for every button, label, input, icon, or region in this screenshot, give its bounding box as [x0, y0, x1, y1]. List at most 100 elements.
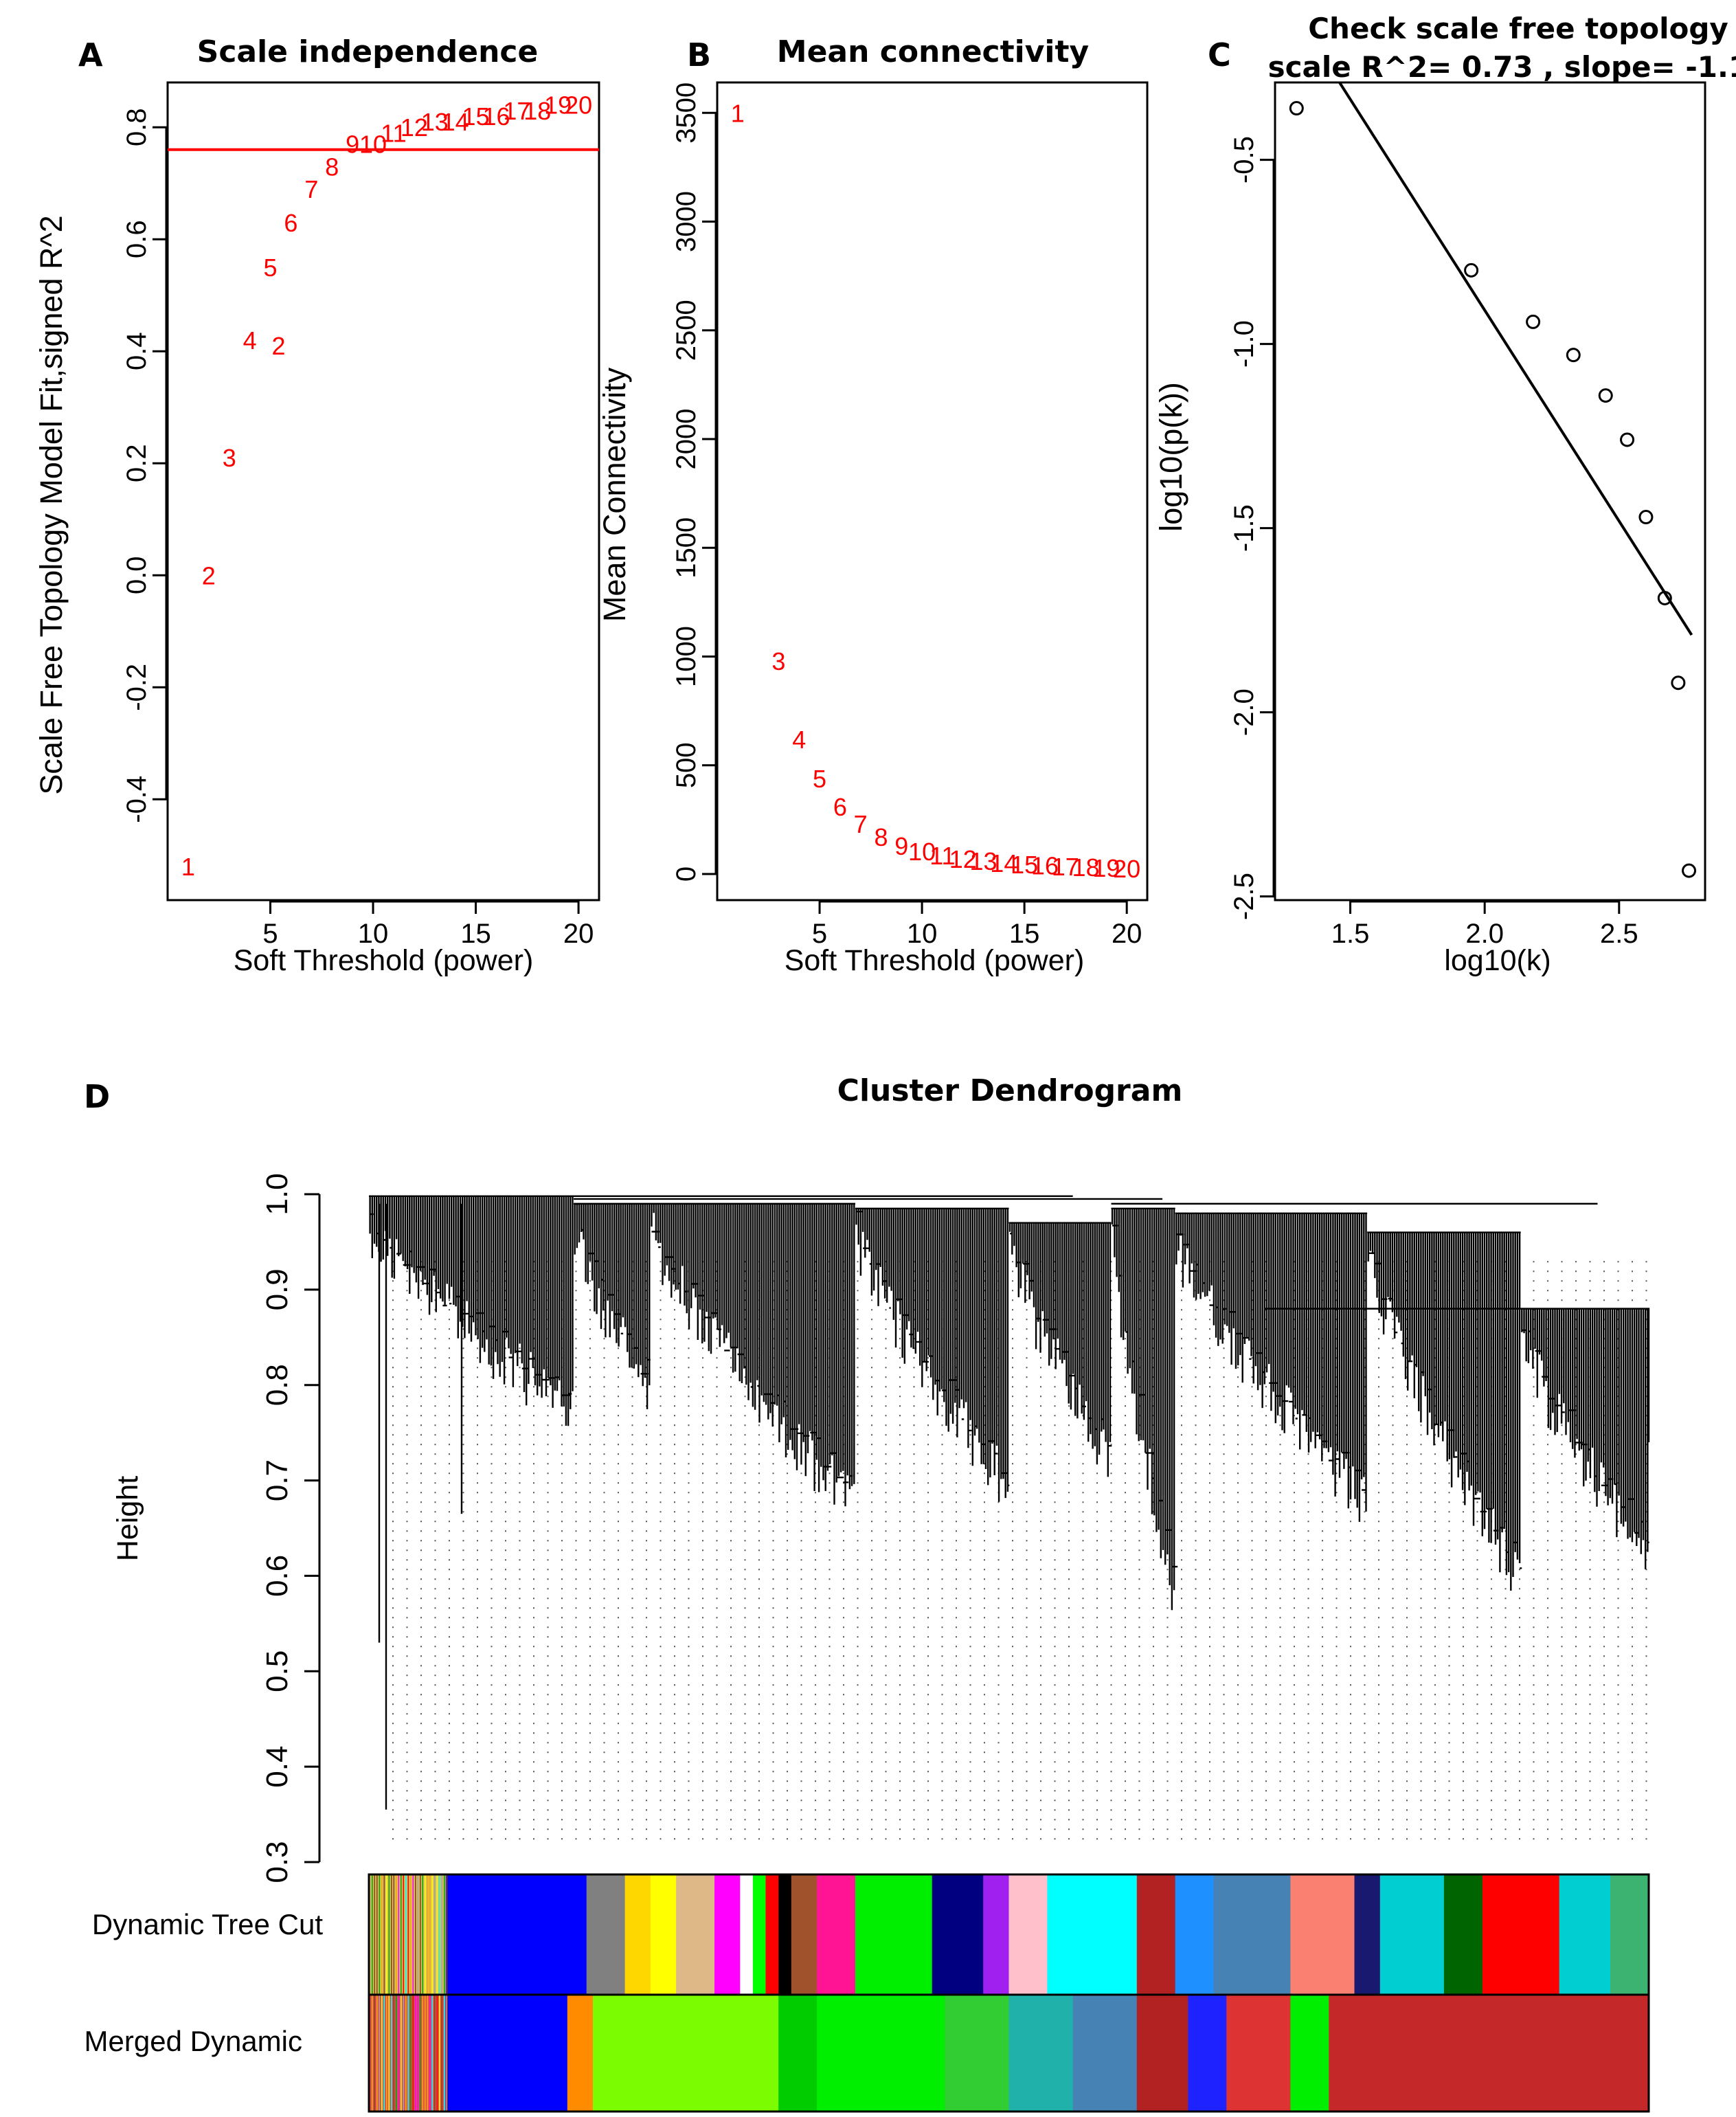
module-color-segment — [445, 1995, 568, 2112]
module-stripe — [407, 1995, 409, 2112]
merged-dynamic-frame — [368, 1993, 1650, 2113]
module-stripe — [376, 1874, 378, 1995]
module-stripe — [391, 1995, 392, 2112]
data-point-label: 20 — [1113, 855, 1140, 883]
data-point-label: 18 — [523, 97, 551, 125]
data-point-label: 6 — [284, 209, 297, 237]
panel-c-points — [1289, 101, 1697, 878]
module-stripe — [412, 1874, 414, 1995]
module-color-segment — [1559, 1874, 1611, 1995]
y-tick-label: -0.5 — [1229, 136, 1259, 183]
merged-dynamic-label: Merged Dynamic — [84, 2025, 302, 2057]
module-stripe — [425, 1874, 426, 1995]
data-point — [1682, 863, 1697, 878]
data-point-label: 15 — [1011, 851, 1038, 879]
x-tick-label: 10 — [907, 919, 938, 949]
module-color-segment — [932, 1874, 984, 1995]
data-point-label: 16 — [1031, 851, 1059, 880]
x-tick-label: 1.5 — [1331, 919, 1370, 949]
module-stripe — [446, 1995, 448, 2112]
module-stripe — [398, 1995, 400, 2112]
module-stripe — [379, 1995, 381, 2112]
module-color-segment — [1136, 1874, 1176, 1995]
module-color-segment — [1072, 1995, 1138, 2112]
data-point-label: 20 — [565, 91, 592, 120]
module-stripe — [386, 1874, 387, 1995]
module-stripe — [374, 1995, 376, 2112]
module-stripe — [441, 1995, 443, 2112]
module-stripe — [372, 1874, 373, 1995]
module-color-segment — [593, 1995, 779, 2112]
module-stripe — [372, 1995, 373, 2112]
module-color-segment — [567, 1995, 594, 2112]
module-color-segment — [1482, 1874, 1560, 1995]
panel-d: D Cluster Dendrogram Height 0.3 0.4 0.5 0.6… — [84, 1073, 1650, 2113]
data-point-label: 12 — [949, 845, 977, 873]
panel-c-x-label: log10(k) — [1444, 944, 1551, 977]
data-point-label: 15 — [462, 102, 490, 131]
x-tick-label: 10 — [358, 919, 389, 949]
dendrogram-branches — [369, 1195, 1650, 1810]
y-tick-label: -0.2 — [122, 664, 152, 711]
module-color-segment — [855, 1874, 933, 1995]
data-point-label: 17 — [1052, 853, 1079, 881]
data-point-label: 19 — [1092, 854, 1120, 882]
module-color-segment — [778, 1995, 818, 2112]
data-point — [1289, 101, 1304, 116]
module-color-segment — [1213, 1874, 1291, 1995]
panel-c-subtitle: scale R^2= 0.73 , slope= -1.16 — [1268, 50, 1736, 84]
data-point-label: 8 — [874, 823, 888, 851]
data-point-label: 2 — [271, 332, 285, 360]
x-tick-label: 15 — [1009, 919, 1040, 949]
data-point-label: 3 — [223, 444, 236, 472]
module-stripe — [444, 1874, 445, 1995]
data-point-label: 16 — [482, 102, 510, 131]
module-color-segment — [624, 1874, 651, 1995]
data-point-label: 5 — [813, 765, 826, 793]
module-stripe — [401, 1995, 402, 2112]
data-point-label: 1 — [731, 99, 745, 127]
module-stripe — [381, 1995, 383, 2112]
merged-dynamic-color-bar — [369, 1995, 1649, 2112]
data-point-label: 10 — [359, 131, 387, 159]
x-tick-label: 15 — [460, 919, 491, 949]
panel-b-plot-box — [716, 81, 1149, 901]
data-point-label: 8 — [325, 153, 339, 181]
module-color-segment — [1329, 1995, 1649, 2112]
panel-a-x-label: Soft Threshold (power) — [234, 944, 534, 977]
y-tick-label: -0.4 — [122, 776, 152, 823]
x-tick-label: 20 — [1112, 919, 1142, 949]
panel-c-y-axis: -2.5 -2.0 -1.5 -1.0 -0.5 — [1229, 136, 1275, 920]
data-point — [1657, 590, 1672, 605]
y-tick-label: -1.5 — [1229, 504, 1259, 552]
module-color-segment — [752, 1874, 767, 1995]
module-stripe — [376, 1995, 378, 2112]
data-point-label: 9 — [894, 832, 908, 860]
x-tick-label: 2.5 — [1600, 919, 1638, 949]
module-stripe — [431, 1874, 433, 1995]
module-stripe — [403, 1874, 405, 1995]
module-stripe — [403, 1995, 405, 2112]
dynamic-tree-cut-color-bar — [369, 1874, 1649, 1995]
panel-d-title: Cluster Dendrogram — [837, 1073, 1183, 1108]
module-stripe — [441, 1874, 443, 1995]
module-color-segment — [983, 1874, 1010, 1995]
y-tick-label: 2000 — [671, 409, 701, 470]
y-tick-label: 1000 — [671, 626, 701, 687]
module-stripe — [436, 1874, 438, 1995]
panel-a-x-axis: 5 10 15 20 — [262, 900, 594, 949]
data-point-label: 7 — [304, 175, 318, 203]
data-point — [1526, 314, 1541, 329]
y-tick-label: 0.4 — [260, 1746, 294, 1788]
module-stripe — [391, 1874, 392, 1995]
panel-b-y-axis: 0 500 1000 1500 2000 2500 3000 3500 — [671, 82, 717, 882]
module-color-segment — [1379, 1874, 1445, 1995]
y-tick-label: 2500 — [671, 300, 701, 361]
dynamic-tree-cut-label: Dynamic Tree Cut — [92, 1908, 323, 1940]
panel-b-title: Mean connectivity — [777, 34, 1089, 69]
module-stripe — [417, 1995, 419, 2112]
data-point-label: 18 — [1072, 853, 1100, 882]
y-tick-label: -2.0 — [1229, 688, 1259, 736]
